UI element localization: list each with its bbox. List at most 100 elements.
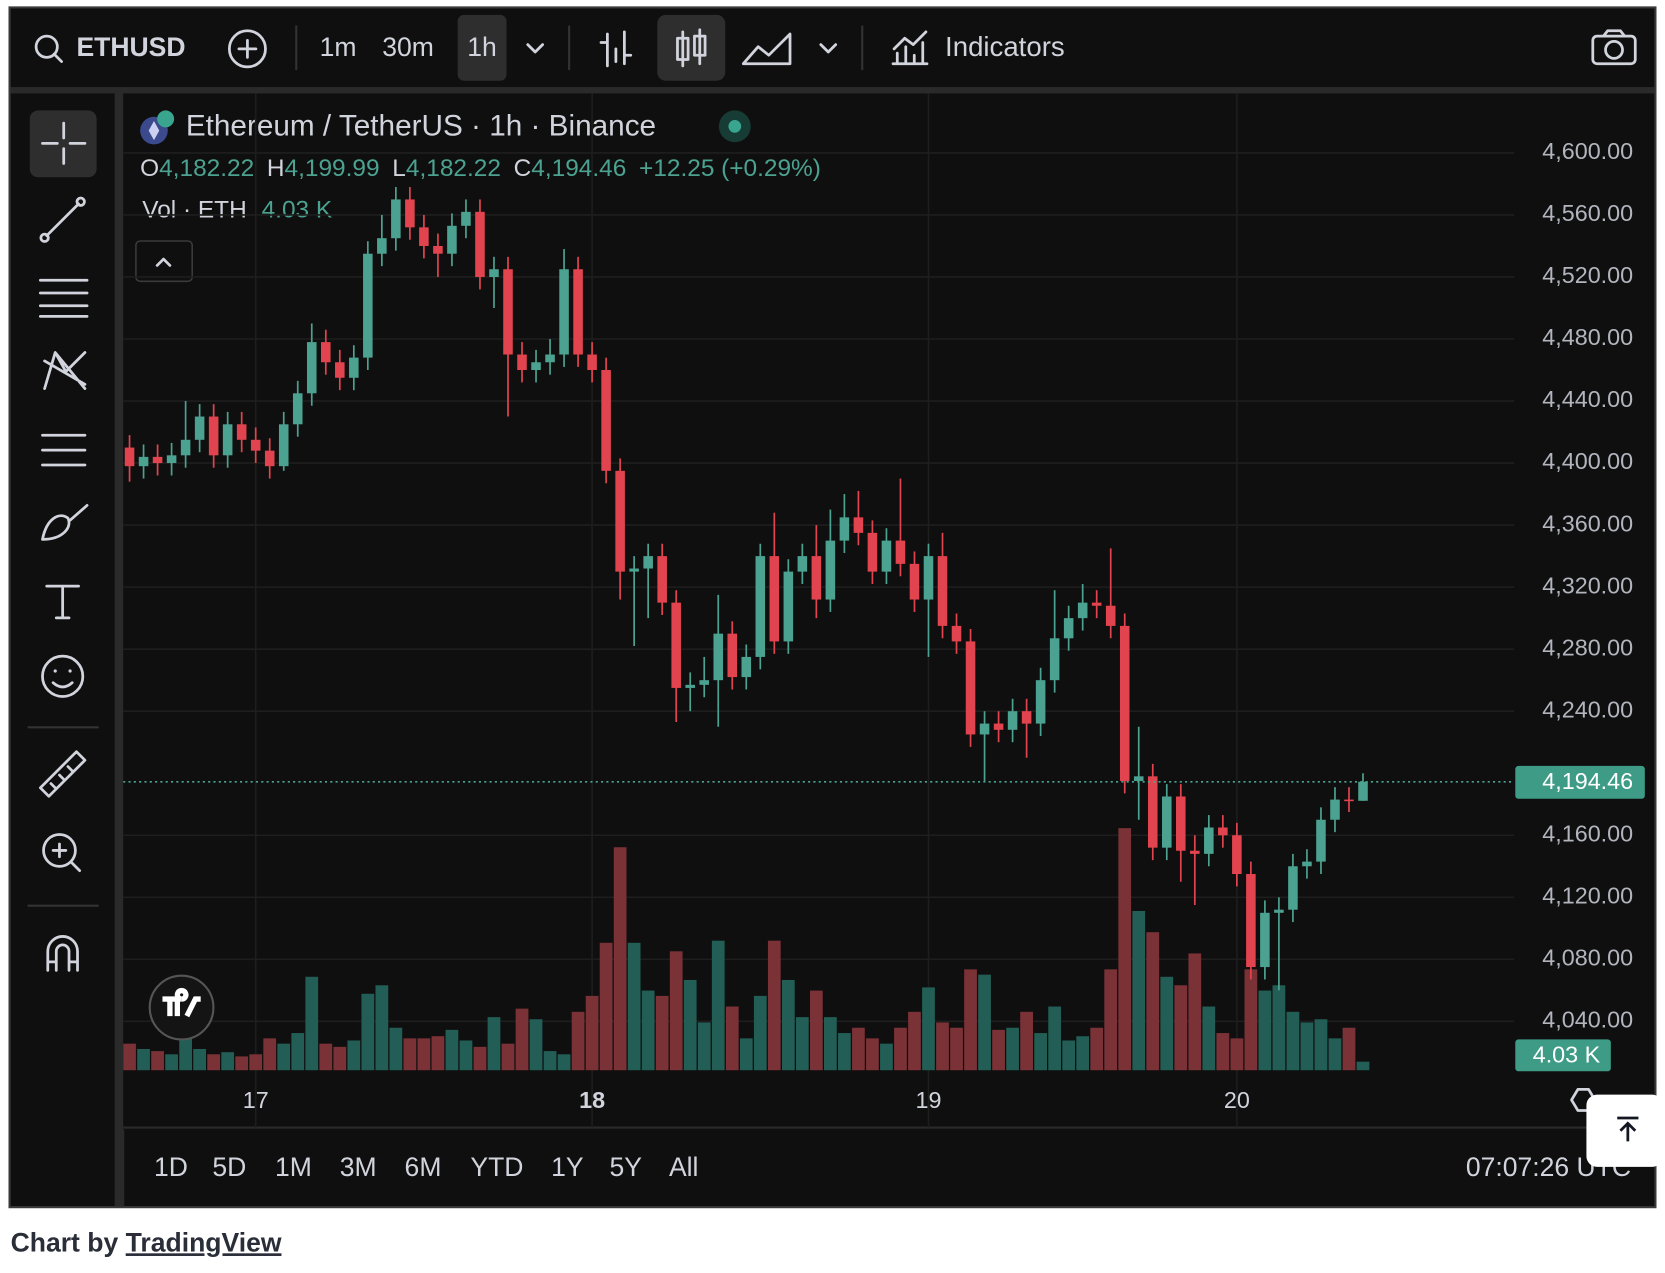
volume-bar [613, 847, 627, 1071]
candle-body [1119, 625, 1130, 781]
volume-bar [1034, 1033, 1047, 1071]
volume-bar [866, 1038, 879, 1071]
volume-legend-value: 4.03 K [262, 197, 333, 224]
legend-key: O [140, 155, 159, 182]
indicators[interactable]: Indicators [945, 31, 1065, 62]
volume-bar [1104, 969, 1118, 1071]
text-tool[interactable] [45, 584, 80, 620]
volume-bar [445, 1029, 459, 1071]
volume-bar [1090, 1027, 1104, 1071]
volume-bar [683, 979, 697, 1071]
volume-bar [333, 1046, 347, 1071]
volume-bar [403, 1038, 417, 1071]
symbol[interactable]: ETHUSD [76, 32, 185, 62]
range-button[interactable]: 5D [212, 1152, 246, 1182]
candle-body [741, 656, 752, 678]
volume-bar [557, 1054, 571, 1071]
crosshair[interactable] [41, 121, 87, 165]
volume-bar [319, 1043, 333, 1071]
candle-body [250, 439, 261, 451]
range-button[interactable]: YTD [470, 1152, 523, 1182]
magnet-tool[interactable] [46, 935, 79, 972]
widget-frame [8, 6, 1657, 1209]
y-tick-label: 4,400.00 [1542, 448, 1633, 474]
volume-bar [1216, 1033, 1230, 1071]
add-symbol[interactable] [227, 29, 267, 69]
measure-tool[interactable] [38, 750, 87, 798]
candle-body [573, 269, 583, 355]
footer-link[interactable]: TradingView [126, 1227, 282, 1257]
volume-bar [641, 990, 655, 1071]
trend-line[interactable] [39, 196, 86, 243]
candle-style[interactable] [676, 28, 707, 68]
volume-bar [1118, 828, 1132, 1071]
interval[interactable]: 1m [320, 32, 357, 62]
candle-body [1007, 711, 1018, 730]
volume-legend: Vol · ETH 4.03 K [142, 197, 332, 224]
range-button[interactable]: 1Y [551, 1152, 584, 1182]
candle-body [475, 211, 485, 277]
volume-bar [655, 995, 669, 1071]
x-tick-label: 20 [1224, 1087, 1250, 1113]
candle-body [685, 684, 695, 688]
candle-body [419, 227, 429, 246]
interval[interactable]: 1h [467, 32, 497, 62]
candle-body [1190, 850, 1200, 854]
volume-bar [1258, 990, 1272, 1071]
scroll-top-button[interactable] [1586, 1094, 1663, 1167]
y-tick-label: 4,320.00 [1542, 572, 1633, 598]
zoom-tool[interactable] [42, 833, 82, 872]
candle-body [377, 238, 387, 254]
range-button[interactable]: All [669, 1152, 699, 1182]
volume-bar [179, 1038, 192, 1071]
y-tick-label: 4,160.00 [1542, 820, 1633, 846]
x-tick-label: 17 [243, 1087, 269, 1113]
sidebar-divider [114, 93, 124, 1207]
screenshot[interactable] [1591, 29, 1637, 66]
volume-bar [221, 1052, 235, 1071]
volume-bar [277, 1043, 291, 1071]
emoji-tool[interactable] [41, 654, 85, 698]
candle-body [306, 342, 317, 394]
candle-body [517, 354, 527, 371]
range-button[interactable]: 5Y [610, 1152, 643, 1182]
candle-body [727, 633, 738, 678]
volume-bar [1006, 1027, 1019, 1071]
candle-body [587, 354, 597, 371]
interval-menu[interactable] [526, 43, 544, 54]
tv-logo[interactable] [148, 974, 215, 1041]
candle-body [236, 424, 247, 440]
volume-bar [669, 951, 683, 1071]
candle-style-bg[interactable] [657, 14, 726, 81]
brush-tool[interactable] [41, 503, 89, 541]
area-style[interactable] [741, 32, 792, 66]
range-button[interactable]: 1D [154, 1152, 188, 1182]
candle-body [1260, 912, 1270, 968]
pattern-tool[interactable] [43, 351, 87, 390]
interval[interactable]: 30m [382, 32, 434, 62]
candle-body [1204, 827, 1214, 854]
volume-bar [291, 1033, 305, 1071]
volume-bar [964, 969, 977, 1071]
volume-bar [992, 1029, 1005, 1071]
candle-body [264, 450, 275, 467]
style-menu[interactable] [819, 43, 838, 54]
legend-value: 4,182.22 [406, 155, 501, 182]
bar-style[interactable] [599, 30, 633, 68]
range-button[interactable]: 6M [405, 1152, 442, 1182]
search[interactable]: ETHUSD [34, 32, 186, 63]
candle-body [671, 602, 681, 688]
indicators-icon[interactable] [891, 30, 929, 66]
forecast-tool[interactable] [41, 433, 87, 467]
crosshair-bg[interactable] [29, 110, 97, 178]
range-button[interactable]: 3M [340, 1152, 377, 1182]
volume-bar [123, 1043, 136, 1071]
volume-bar [347, 1040, 361, 1071]
volume-bar [1020, 1011, 1033, 1071]
y-tick-label: 4,560.00 [1542, 200, 1633, 226]
fib-tool[interactable] [38, 278, 89, 318]
volume-bar [852, 1027, 865, 1071]
y-tick-label: 4,080.00 [1542, 944, 1633, 970]
candle-body [993, 723, 1004, 730]
range-button[interactable]: 1M [275, 1152, 312, 1182]
